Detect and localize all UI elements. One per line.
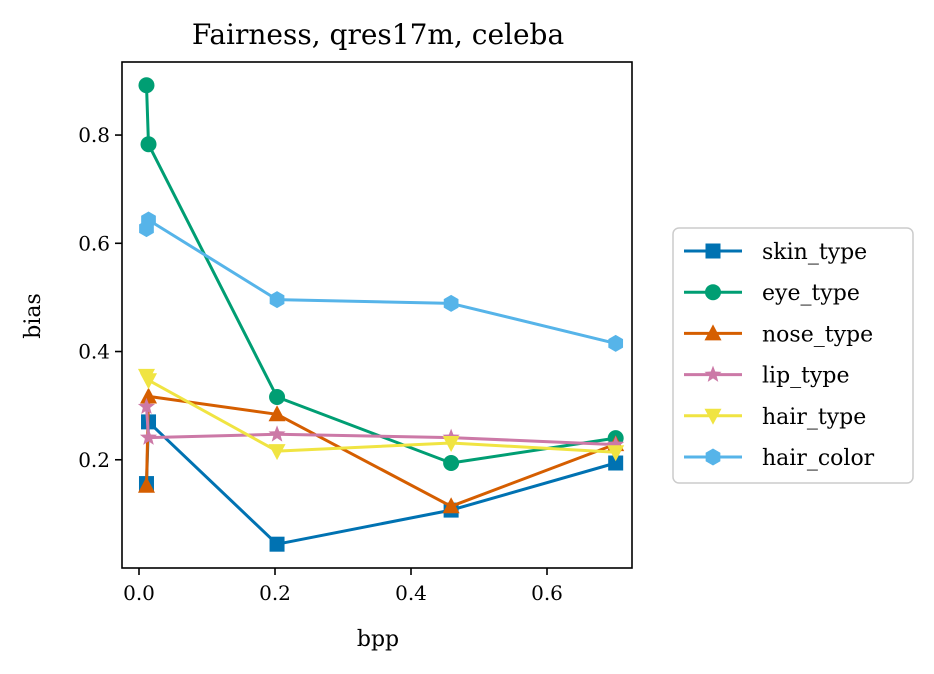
legend-item-lip-type: lip_type: [684, 364, 850, 389]
legend-label-nose-type: nose_type: [762, 322, 873, 347]
legend-marker-lip-type: [704, 365, 722, 382]
y-tick-label: 0.4: [78, 340, 110, 364]
series-eye-type: [138, 77, 624, 472]
x-tick-label: 0.6: [531, 581, 563, 605]
data-point-hair-type: [140, 373, 158, 390]
legend-item-hair-color: hair_color: [684, 446, 875, 471]
x-axis-label: bpp: [357, 627, 399, 652]
data-point-nose-type: [442, 497, 460, 514]
data-point-nose-type: [268, 405, 286, 422]
data-point-hair-type: [442, 435, 460, 452]
data-point-skin-type: [269, 536, 285, 552]
chart-title: Fairness, qres17m, celeba: [192, 18, 564, 51]
y-tick-label: 0.6: [78, 231, 110, 255]
data-point-hair-color: [443, 294, 459, 312]
legend-marker-hair-type: [704, 408, 722, 425]
data-point-lip-type: [139, 428, 158, 445]
y-tick-label: 0.8: [78, 123, 110, 147]
series-line-lip-type: [145, 406, 616, 447]
data-point-nose-type: [137, 476, 155, 493]
legend-item-hair-type: hair_type: [684, 405, 866, 430]
y-axis-label: bias: [21, 293, 46, 339]
y-tick-label: 0.2: [78, 448, 110, 472]
series-hair-type: [137, 368, 625, 462]
data-point-hair-type: [607, 445, 625, 462]
series-nose-type: [137, 387, 625, 514]
legend-label-lip-type: lip_type: [762, 364, 850, 389]
legend-label-hair-color: hair_color: [762, 446, 875, 471]
legend-marker-hair-color: [705, 448, 721, 466]
legend-marker-nose-type: [704, 324, 722, 341]
x-tick-label: 0.2: [259, 581, 291, 605]
data-point-lip-type: [268, 425, 286, 442]
data-point-hair-color: [269, 291, 285, 309]
data-point-lip-type: [137, 397, 156, 415]
legend: skin_type eye_type nose_type lip_type hair_t…: [672, 227, 914, 484]
axis-ticks: 0.0 0.2 0.4 0.6 0.2 0.4 0.6 0.8: [78, 123, 563, 605]
legend-item-eye-type: eye_type: [684, 281, 860, 306]
legend-box: [672, 227, 914, 484]
legend-label-skin-type: skin_type: [762, 240, 867, 265]
legend-label-hair-type: hair_type: [762, 405, 866, 430]
legend-marker-skin-type: [705, 243, 721, 259]
data-point-hair-color: [141, 211, 156, 229]
data-point-eye-type: [138, 77, 155, 94]
plot-frame: [121, 61, 633, 569]
legend-item-skin-type: skin_type: [684, 240, 867, 265]
data-point-skin-type: [608, 455, 624, 471]
x-tick-label: 0.4: [395, 581, 427, 605]
data-point-nose-type: [140, 387, 158, 404]
legend-label-eye-type: eye_type: [762, 281, 860, 306]
data-point-hair-type: [268, 444, 286, 461]
data-point-eye-type: [443, 455, 460, 472]
plot-area: [137, 77, 625, 552]
x-tick-label: 0.0: [123, 581, 155, 605]
data-point-hair-color: [608, 334, 624, 352]
legend-item-nose-type: nose_type: [684, 322, 873, 347]
series-hair-color: [139, 211, 624, 352]
legend-marker-eye-type: [705, 284, 721, 301]
series-line-nose-type: [145, 394, 617, 508]
data-point-eye-type: [140, 136, 157, 153]
data-point-lip-type: [607, 435, 625, 452]
data-point-eye-type: [269, 388, 286, 405]
